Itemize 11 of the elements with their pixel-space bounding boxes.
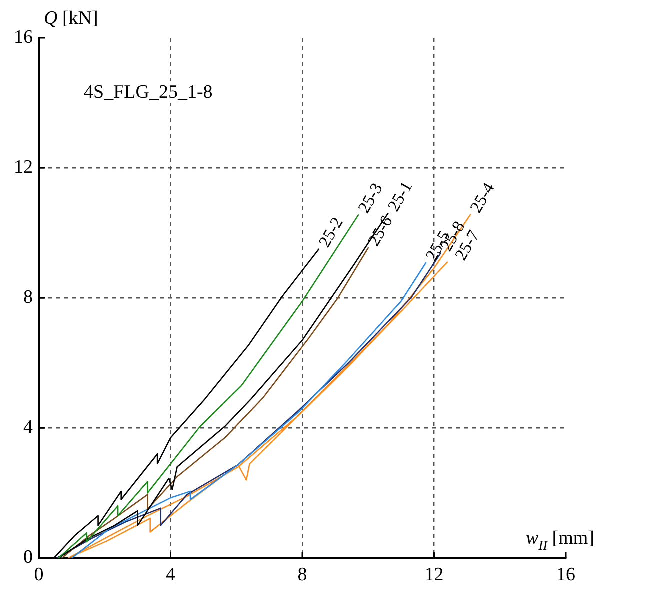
x-tick-label: 4 <box>166 564 176 586</box>
x-tick-label: 12 <box>424 564 444 586</box>
x-tick-label: 16 <box>556 564 576 586</box>
y-tick-label: 16 <box>14 26 33 48</box>
x-tick-label: 8 <box>298 564 308 586</box>
y-axis-title: Q [kN] <box>44 8 98 29</box>
y-tick-label: 12 <box>14 157 33 178</box>
y-tick-label: 4 <box>24 417 34 438</box>
y-tick-label: 0 <box>24 547 33 568</box>
annotation: 4S_FLG_25_1-8 <box>84 82 213 103</box>
y-tick-label: 8 <box>24 287 33 308</box>
